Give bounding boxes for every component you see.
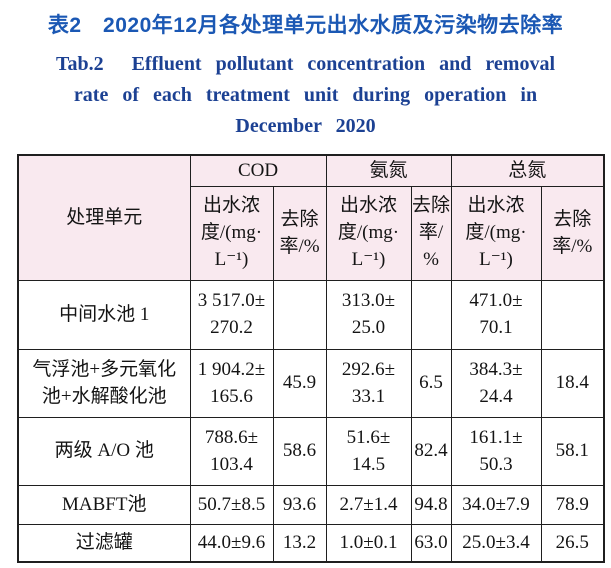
value-cell: 6.5 [410, 349, 452, 418]
value-cell: 26.5 [540, 524, 605, 563]
table-caption-en-line2: rate of each treatment unit during opera… [73, 84, 538, 106]
unit-cell: 两级 A/O 池 [17, 417, 191, 486]
value-cell: 34.0±7.9 [450, 485, 542, 525]
value-cell: 44.0±9.6 [189, 524, 274, 563]
value-cell: 50.7±8.5 [189, 485, 274, 525]
value-cell: 93.6 [272, 485, 327, 525]
header-tn-removal-rate: 去除 率/% [540, 186, 605, 281]
value-cell: 78.9 [540, 485, 605, 525]
unit-cell: 中间水池 1 [17, 280, 191, 350]
table-caption-zh: 表2 2020年12月各处理单元出水水质及污染物去除率 [47, 14, 564, 37]
header-ammonia-removal-rate: 去除 率/ % [410, 186, 452, 281]
value-cell: 18.4 [540, 349, 605, 418]
header-tn-effluent-concentration: 出水浓 度/(mg· L⁻¹) [450, 186, 542, 281]
table-caption-en-line1: Tab.2 Effluent pollutant concentration a… [55, 53, 556, 75]
header-cod-effluent-concentration: 出水浓 度/(mg· L⁻¹) [189, 186, 274, 281]
value-cell: 45.9 [272, 349, 327, 418]
value-cell: 58.1 [540, 417, 605, 486]
header-cod-removal-rate: 去除 率/% [272, 186, 327, 281]
table-row-filter-tank: 过滤罐 44.0±9.6 13.2 1.0±0.1 63.0 25.0±3.4 … [17, 524, 605, 563]
header-group-row: 处理单元 COD 氨氮 总氮 [17, 154, 605, 281]
unit-cell: MABFT池 [17, 485, 191, 525]
header-group-ammonia-nitrogen: 氨氮 [325, 154, 452, 187]
value-cell: 1.0±0.1 [325, 524, 412, 563]
value-cell: 161.1± 50.3 [450, 417, 542, 486]
value-cell: 3 517.0± 270.2 [189, 280, 274, 350]
value-cell: 82.4 [410, 417, 452, 486]
value-cell: 471.0± 70.1 [450, 280, 542, 350]
header-sub-row: 出水浓 度/(mg· L⁻¹) 去除 率/% 出水浓 度/(mg· L⁻¹) 去… [18, 186, 605, 281]
table-caption-en: Tab.2 Effluent pollutant concentration a… [0, 49, 611, 142]
unit-cell: 过滤罐 [17, 524, 191, 563]
value-cell: 13.2 [272, 524, 327, 563]
table-row-flotation-oxidation-hydrolysis: 气浮池+多元氧化 池+水解酸化池 1 904.2± 165.6 45.9 292… [17, 349, 605, 418]
header-group-cod: COD [189, 154, 327, 187]
value-cell: 2.7±1.4 [325, 485, 412, 525]
header-ammonia-effluent-concentration: 出水浓 度/(mg· L⁻¹) [325, 186, 412, 281]
value-cell: 58.6 [272, 417, 327, 486]
effluent-quality-table: 处理单元 COD 氨氮 总氮 出水浓 度/(mg· L⁻¹) 去除 率/% 出水… [17, 154, 606, 563]
value-cell: 63.0 [410, 524, 452, 563]
value-cell: 51.6± 14.5 [325, 417, 412, 486]
value-cell: 1 904.2± 165.6 [189, 349, 274, 418]
header-treatment-unit: 处理单元 [17, 154, 191, 281]
table-caption-en-line3: December 2020 [235, 115, 376, 137]
value-cell: 94.8 [410, 485, 452, 525]
table-row-intermediate-tank-1: 中间水池 1 3 517.0± 270.2 313.0± 25.0 471.0±… [17, 280, 605, 350]
unit-cell: 气浮池+多元氧化 池+水解酸化池 [17, 349, 191, 418]
value-cell [272, 280, 327, 350]
value-cell: 788.6± 103.4 [189, 417, 274, 486]
value-cell: 25.0±3.4 [450, 524, 542, 563]
value-cell: 292.6± 33.1 [325, 349, 412, 418]
header-group-total-nitrogen: 总氮 [450, 154, 605, 187]
value-cell [540, 280, 605, 350]
table-row-mabft-tank: MABFT池 50.7±8.5 93.6 2.7±1.4 94.8 34.0±7… [17, 485, 605, 525]
table-row-two-stage-ao-tank: 两级 A/O 池 788.6± 103.4 58.6 51.6± 14.5 82… [17, 417, 605, 486]
value-cell: 384.3± 24.4 [450, 349, 542, 418]
value-cell [410, 280, 452, 350]
value-cell: 313.0± 25.0 [325, 280, 412, 350]
